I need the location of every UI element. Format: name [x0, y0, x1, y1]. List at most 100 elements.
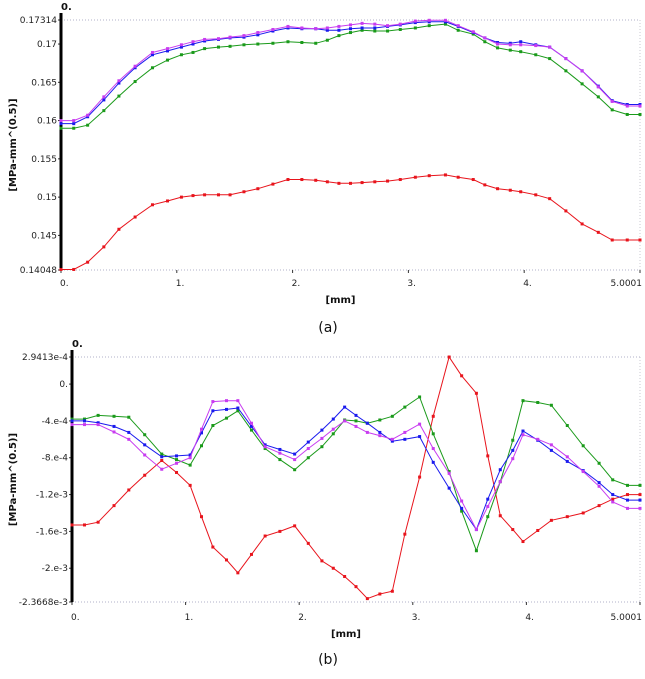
data-point-blue [625, 103, 629, 107]
data-point-blue [519, 40, 523, 44]
data-point-blue [191, 42, 195, 46]
data-point-blue [242, 35, 246, 39]
data-point-green [348, 31, 352, 35]
y-axis-title: [MPa-mm^(0.5)] [8, 98, 19, 191]
data-point-green [580, 82, 584, 86]
data-point-red [549, 518, 553, 522]
data-point-magenta [191, 40, 195, 44]
data-point-magenta [306, 447, 310, 451]
data-point-green [70, 417, 74, 421]
data-point-magenta [127, 437, 131, 441]
data-point-green [175, 458, 179, 462]
data-point-magenta [521, 433, 525, 437]
data-point-red [300, 178, 304, 182]
data-point-red [228, 193, 232, 197]
data-point-magenta [413, 19, 417, 23]
data-point-magenta [133, 64, 137, 68]
y-tick-label: 0.145 [31, 231, 57, 241]
data-point-red [331, 566, 335, 570]
data-point-blue [70, 419, 74, 423]
data-point-green [191, 50, 195, 54]
x-tick-label: 2. [292, 279, 301, 289]
data-point-magenta [102, 95, 106, 99]
data-point-green [263, 447, 267, 451]
data-point-green [625, 483, 629, 487]
series-green [59, 22, 642, 130]
data-point-red [427, 174, 431, 178]
data-point-blue [549, 448, 553, 452]
data-point-green [456, 28, 460, 32]
data-point-red [166, 199, 170, 203]
data-point-magenta [511, 457, 515, 461]
data-point-green [496, 46, 500, 50]
data-point-red [293, 524, 297, 528]
data-point-green [331, 432, 335, 436]
data-point-red [596, 230, 600, 234]
data-point-green [596, 95, 600, 99]
data-point-red [200, 515, 204, 519]
data-point-red [456, 175, 460, 179]
data-point-red [82, 523, 86, 527]
data-point-magenta [117, 79, 121, 83]
x-tick-label: 5.0001 [611, 279, 643, 289]
data-point-magenta [228, 35, 232, 39]
data-point-magenta [256, 31, 260, 35]
y-tick-label: 0.16 [37, 117, 57, 127]
data-point-magenta [216, 37, 220, 41]
data-point-magenta [314, 27, 318, 31]
data-point-red [521, 540, 525, 544]
data-point-red [386, 179, 390, 183]
data-point-magenta [166, 47, 170, 51]
data-point-red [625, 493, 629, 497]
data-point-green [166, 58, 170, 62]
data-point-magenta [70, 423, 74, 427]
data-point-magenta [300, 26, 304, 30]
data-point-magenta [536, 437, 540, 441]
data-point-red [398, 178, 402, 182]
data-point-blue [96, 421, 100, 425]
data-point-blue [354, 413, 358, 417]
data-point-magenta [486, 505, 490, 509]
data-point-blue [597, 481, 601, 485]
data-point-green [625, 112, 629, 116]
data-point-blue [486, 497, 490, 501]
data-point-green [314, 41, 318, 45]
data-point-magenta [474, 528, 478, 532]
y-axis-title: [MPa-mm^(0.5)] [8, 433, 19, 526]
data-point-green [565, 424, 569, 428]
data-point-red [70, 523, 74, 527]
data-point-magenta [597, 484, 601, 488]
series-red [59, 173, 642, 271]
series-blue [70, 405, 642, 532]
data-point-blue [211, 409, 215, 413]
data-point-magenta [638, 104, 642, 108]
data-point-red [581, 511, 585, 515]
data-point-blue [365, 421, 369, 425]
data-point-blue [511, 448, 515, 452]
data-point-green [228, 44, 232, 48]
data-point-red [263, 534, 267, 538]
data-point-magenta [625, 506, 629, 510]
data-point-red [127, 488, 131, 492]
data-point-magenta [179, 43, 183, 47]
data-point-red [354, 585, 358, 589]
x-tick-label: 0. [60, 279, 69, 289]
data-point-red [337, 181, 341, 185]
x-tick-label: 0. [71, 613, 80, 623]
data-point-blue [431, 460, 435, 464]
data-point-blue [86, 115, 90, 119]
data-point-magenta [249, 421, 253, 425]
data-point-red [102, 245, 106, 249]
data-point-magenta [286, 24, 290, 28]
data-point-blue [521, 429, 525, 433]
data-point-green [102, 109, 106, 113]
data-point-green [638, 112, 642, 116]
data-point-red [72, 267, 76, 271]
data-point-green [216, 45, 220, 49]
data-point-blue [460, 506, 464, 510]
data-point-green [471, 32, 475, 36]
data-point-magenta [354, 424, 358, 428]
data-point-green [236, 409, 240, 413]
data-point-red [580, 222, 584, 226]
data-point-green [271, 41, 275, 45]
